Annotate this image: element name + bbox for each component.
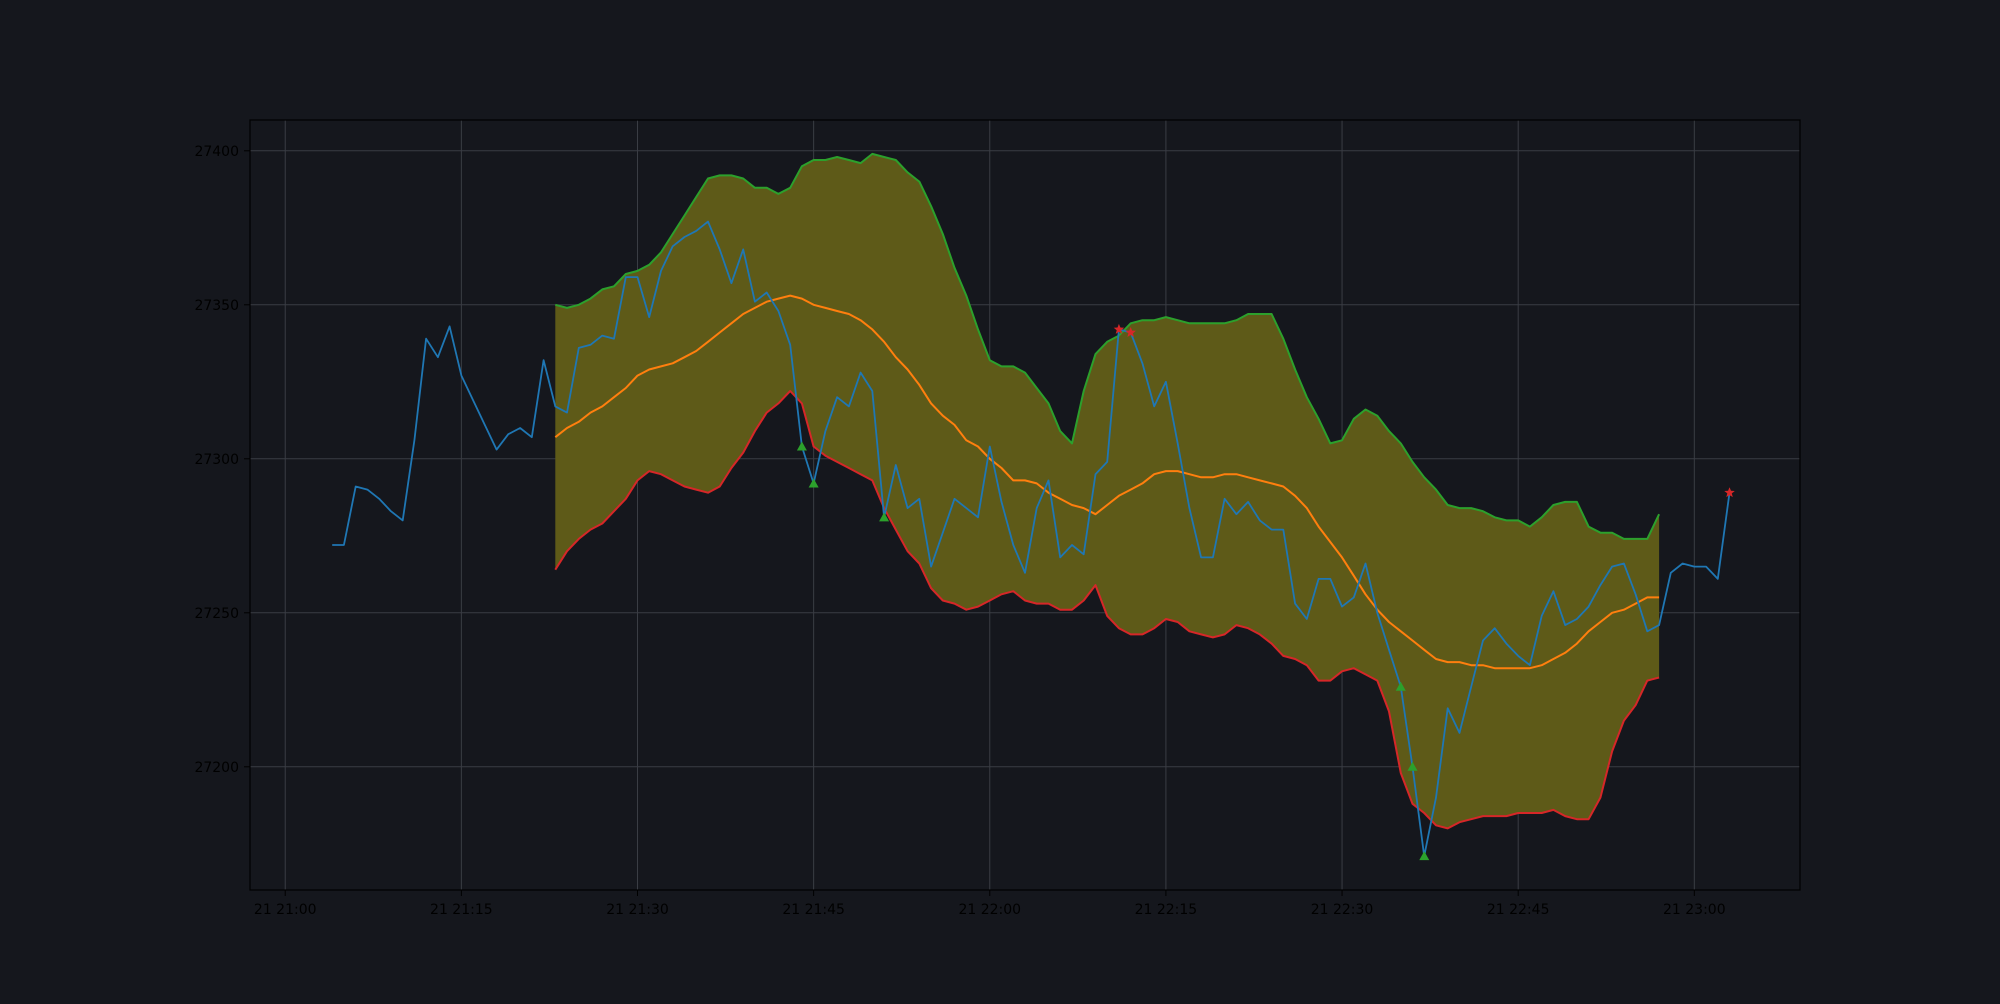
upper-band-line xyxy=(555,152,1661,540)
buy-marker xyxy=(808,478,819,488)
buy-marker xyxy=(1407,761,1418,771)
y-tick-label: 27300 xyxy=(194,452,239,468)
x-tick-label: 21 21:45 xyxy=(782,902,845,918)
sell-marker xyxy=(1113,323,1125,334)
axes: 21 21:00 21 21:15 21 21:30 21 21:45 21 22:00… xyxy=(194,119,1801,918)
sell-marker xyxy=(1125,327,1136,337)
x-tick-label: 21 21:00 xyxy=(254,902,317,918)
buy-marker xyxy=(796,441,807,451)
axes-frame xyxy=(249,119,1801,891)
sell-marker xyxy=(1724,487,1735,498)
price-line xyxy=(332,220,1731,857)
x-tick-label: 21 22:15 xyxy=(1135,902,1198,918)
x-tick-label: 21 21:30 xyxy=(606,902,669,918)
x-tick-label: 21 22:30 xyxy=(1311,902,1374,918)
buy-marker xyxy=(879,512,890,522)
x-tick-label: 21 22:45 xyxy=(1487,902,1550,918)
series-lines xyxy=(332,152,1731,857)
y-tick-label: 27400 xyxy=(194,144,239,160)
x-tick-label: 21 21:15 xyxy=(430,902,493,918)
trade-markers xyxy=(796,323,1735,861)
bollinger-band-area xyxy=(555,153,1660,829)
x-tick-label: 21 22:00 xyxy=(958,902,1021,918)
middle-band-line xyxy=(554,294,1660,670)
buy-marker xyxy=(1419,851,1430,861)
band-fill xyxy=(555,153,1660,829)
x-tick-label: 21 23:00 xyxy=(1663,902,1726,918)
y-tick-label: 27250 xyxy=(194,606,239,622)
y-tick-label: 27200 xyxy=(194,760,239,776)
y-tick-label: 27350 xyxy=(194,298,239,314)
buy-marker xyxy=(1395,681,1406,691)
lower-band-line xyxy=(554,390,1660,830)
